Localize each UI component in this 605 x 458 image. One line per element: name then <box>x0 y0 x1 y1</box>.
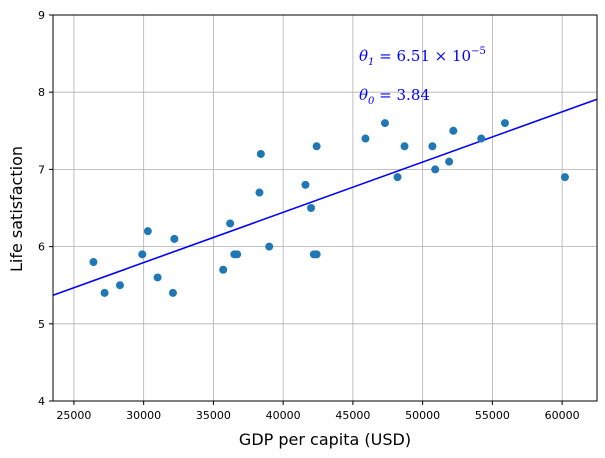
y-tick-label: 4 <box>38 395 45 408</box>
theta1-exponent: −5 <box>471 46 486 57</box>
y-axis-title: Life satisfaction <box>7 146 26 272</box>
data-point <box>428 142 437 151</box>
grid-lines <box>53 14 597 402</box>
regression-line-group <box>52 98 598 297</box>
theta0-subscript: 0 <box>368 96 375 107</box>
y-tick-label: 8 <box>38 86 45 99</box>
data-point <box>312 250 321 259</box>
x-tick-label: 60000 <box>545 409 580 422</box>
data-point <box>226 219 235 228</box>
theta1-subscript: 1 <box>368 57 374 68</box>
data-point <box>445 157 454 166</box>
data-point <box>115 281 124 290</box>
plot-frame <box>52 14 598 402</box>
data-point <box>89 258 98 267</box>
regression-line <box>52 98 598 297</box>
data-point <box>233 250 242 259</box>
y-axis-ticks: 4 5 6 7 8 9 <box>38 9 53 408</box>
data-point <box>143 227 152 236</box>
data-point <box>477 134 486 143</box>
data-point <box>170 234 179 243</box>
data-point <box>393 173 402 182</box>
data-point <box>500 119 509 128</box>
y-tick-label: 5 <box>38 318 45 331</box>
x-axis-ticks: 25000 30000 35000 40000 45000 50000 55000 60000 <box>56 401 580 422</box>
data-point <box>138 250 147 259</box>
x-tick-label: 50000 <box>405 409 440 422</box>
theta1-value: = 6.51 × 10 <box>374 47 471 65</box>
data-point <box>219 265 228 274</box>
data-point <box>100 288 109 297</box>
x-tick-label: 30000 <box>126 409 161 422</box>
data-point <box>361 134 370 143</box>
data-point <box>449 126 458 135</box>
data-point <box>168 288 177 297</box>
theta0-value: = 3.84 <box>374 86 430 104</box>
y-tick-label: 9 <box>38 9 45 22</box>
data-point <box>153 273 162 282</box>
data-point <box>256 149 265 158</box>
data-point <box>380 119 389 128</box>
x-tick-label: 25000 <box>56 409 91 422</box>
x-tick-label: 55000 <box>475 409 510 422</box>
theta1-annotation: θ1 = 6.51 × 10−5 <box>359 46 486 68</box>
theta1-symbol: θ <box>359 47 368 65</box>
x-tick-label: 45000 <box>335 409 370 422</box>
data-point <box>255 188 264 197</box>
theta0-annotation: θ0 = 3.84 <box>359 86 430 107</box>
data-points <box>89 119 569 297</box>
x-axis-title: GDP per capita (USD) <box>239 430 411 449</box>
x-tick-label: 40000 <box>266 409 301 422</box>
data-point <box>307 204 316 212</box>
data-point <box>312 142 321 151</box>
data-point <box>400 142 409 151</box>
data-point <box>560 173 569 182</box>
theta0-symbol: θ <box>359 86 368 104</box>
data-point <box>265 242 274 251</box>
x-tick-label: 35000 <box>196 409 231 422</box>
data-point <box>301 180 310 189</box>
y-tick-label: 6 <box>38 241 45 254</box>
y-tick-label: 7 <box>38 163 45 176</box>
data-point <box>431 165 440 174</box>
